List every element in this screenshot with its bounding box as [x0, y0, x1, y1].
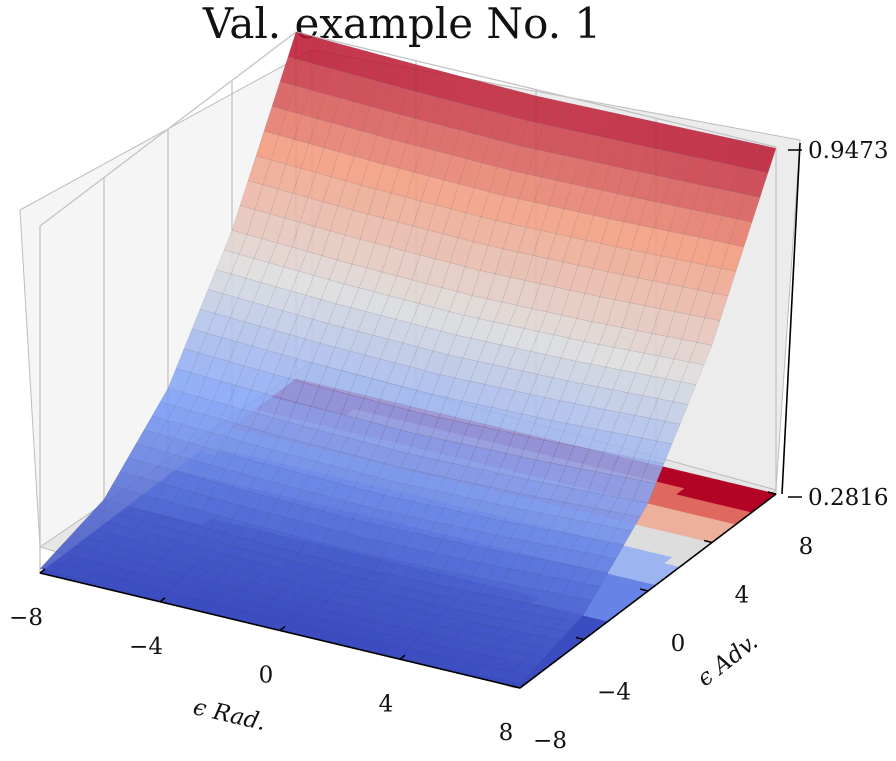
surface-cell [560, 611, 585, 624]
x-tick-label: 4 [379, 691, 394, 717]
y-tick-mark [511, 685, 521, 689]
y-tick-label: 8 [799, 534, 814, 560]
surface-cell [504, 671, 529, 684]
x-tick-label: −8 [9, 605, 43, 631]
y-axis-ticks: −8 −4 0 4 8 [511, 491, 814, 754]
x-tick-mark [39, 568, 46, 574]
z-axis-line [781, 142, 801, 495]
x-tick-mark [399, 654, 406, 660]
y-tick-label: 0 [671, 631, 686, 657]
x-axis-ticks: −8 −4 0 4 8 [9, 568, 526, 746]
surface-cell [520, 654, 545, 667]
x-tick-mark [159, 597, 166, 603]
surface-cell [696, 317, 721, 346]
y-tick-mark [703, 539, 713, 544]
x-tick-mark [519, 683, 526, 689]
surface-cell [656, 421, 681, 445]
x-axis-label: ϵ Rad. [191, 694, 269, 736]
surface-cell [744, 169, 769, 198]
x-tick-label: −4 [129, 634, 163, 660]
surface-cell [680, 361, 705, 386]
surface-cell [720, 243, 745, 272]
z-axis-ticks: 0.2816 0.9473 [788, 138, 888, 511]
y-tick-label: 4 [735, 583, 750, 609]
x-tick-label: 8 [499, 720, 514, 746]
y-tick-mark [639, 588, 649, 592]
z-tick-label: 0.2816 [808, 485, 888, 511]
y-tick-mark [767, 491, 777, 495]
surface-cell [640, 460, 665, 484]
x-tick-mark [279, 625, 286, 632]
z-tick-label: 0.9473 [808, 138, 888, 164]
surface [39, 31, 777, 684]
y-tick-label: −8 [533, 728, 567, 754]
x-tick-label: 0 [259, 663, 274, 689]
y-axis-label: ϵ Adv. [692, 629, 762, 692]
y-tick-mark [575, 636, 585, 641]
chart-title: Val. example No. 1 [202, 0, 601, 48]
y-tick-label: −4 [597, 680, 631, 706]
